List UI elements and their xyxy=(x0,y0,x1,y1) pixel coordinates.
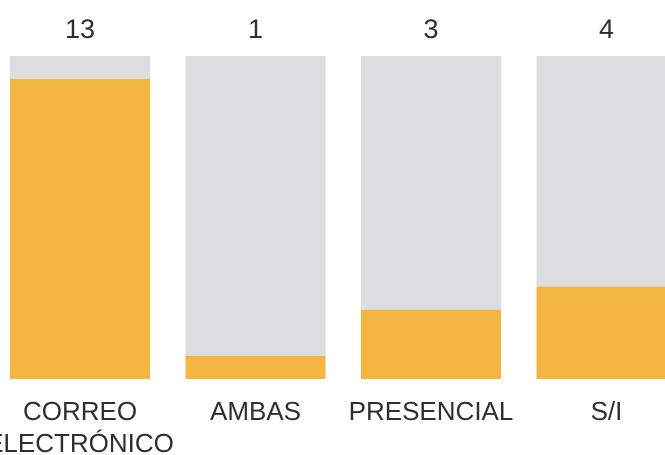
bar xyxy=(536,286,665,379)
value-label: 4 xyxy=(599,14,614,44)
category-label: CORREO xyxy=(23,396,137,426)
bar xyxy=(185,355,326,379)
value-label: 13 xyxy=(65,14,95,44)
category-label: PRESENCIAL xyxy=(349,396,514,426)
value-label: 1 xyxy=(248,14,263,44)
value-labels: 13 1 3 4 xyxy=(65,14,614,44)
category-label: ELECTRÓNICO xyxy=(0,428,174,455)
bar xyxy=(10,79,150,380)
value-label: 3 xyxy=(423,14,438,44)
category-label: AMBAS xyxy=(210,396,301,426)
category-label: S/I xyxy=(591,396,623,426)
bar-track xyxy=(185,56,326,379)
bars xyxy=(10,79,665,380)
bar xyxy=(361,309,501,379)
